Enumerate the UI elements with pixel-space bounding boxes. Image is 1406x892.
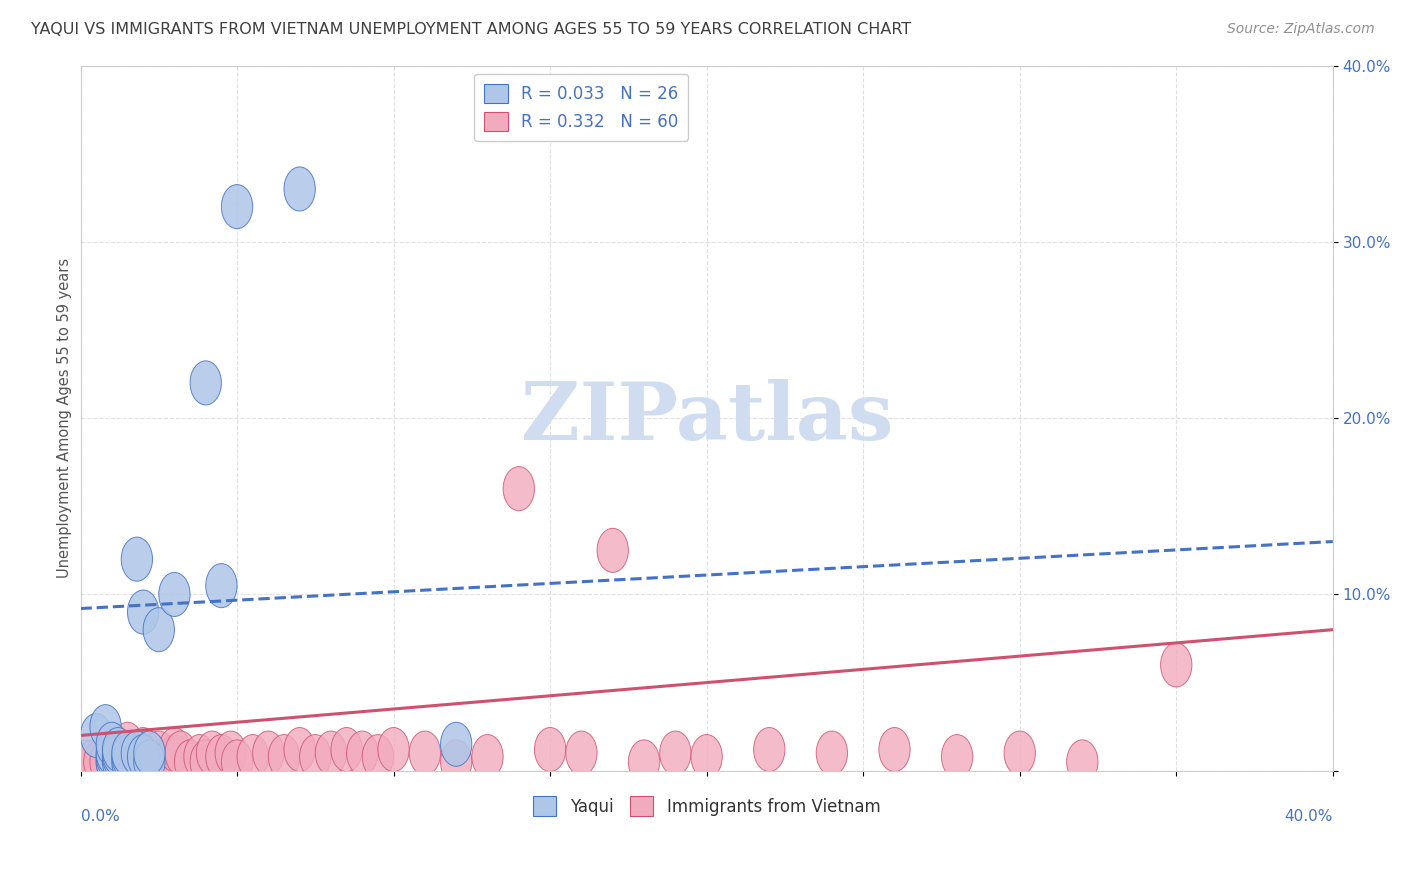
Text: 40.0%: 40.0% <box>1285 809 1333 824</box>
Text: 0.0%: 0.0% <box>80 809 120 824</box>
Text: ZIPatlas: ZIPatlas <box>520 379 893 458</box>
Text: Source: ZipAtlas.com: Source: ZipAtlas.com <box>1227 22 1375 37</box>
Text: YAQUI VS IMMIGRANTS FROM VIETNAM UNEMPLOYMENT AMONG AGES 55 TO 59 YEARS CORRELAT: YAQUI VS IMMIGRANTS FROM VIETNAM UNEMPLO… <box>31 22 911 37</box>
Legend: Yaqui, Immigrants from Vietnam: Yaqui, Immigrants from Vietnam <box>526 789 887 822</box>
Y-axis label: Unemployment Among Ages 55 to 59 years: Unemployment Among Ages 55 to 59 years <box>58 258 72 578</box>
